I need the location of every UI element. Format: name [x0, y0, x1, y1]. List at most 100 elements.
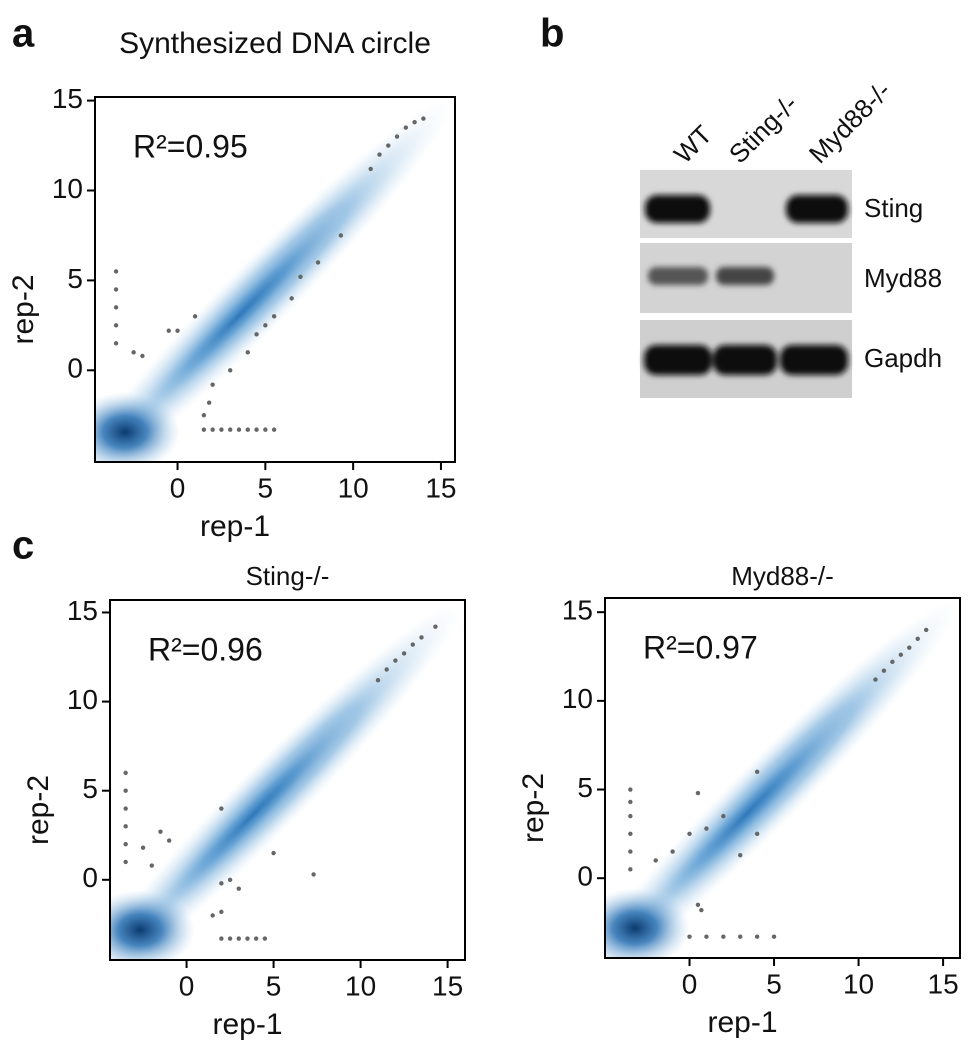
blot-band	[716, 267, 774, 285]
point	[628, 813, 633, 819]
point	[262, 936, 268, 941]
x-tick-label: 15	[432, 970, 463, 1001]
blot-band	[644, 345, 712, 375]
density-blob	[605, 888, 690, 958]
chart: 0 5 10 15 0 5 10 15 Sting-/- R²=0.96 rep-1 rep-2	[22, 561, 466, 1041]
point	[227, 877, 233, 883]
point	[113, 305, 119, 310]
y-tick-label: 15	[67, 595, 98, 626]
point	[670, 849, 675, 854]
point	[394, 134, 400, 139]
point	[873, 677, 878, 682]
point	[271, 314, 277, 319]
point	[754, 769, 760, 774]
point	[915, 636, 920, 641]
point	[298, 274, 303, 280]
x-tick-label: 10	[338, 472, 369, 503]
point	[263, 427, 268, 432]
point	[628, 799, 633, 805]
point	[699, 907, 704, 913]
point	[386, 143, 391, 148]
point	[687, 831, 692, 837]
point	[628, 787, 633, 792]
point	[687, 934, 692, 939]
point	[236, 427, 242, 432]
point	[113, 269, 119, 274]
point	[140, 845, 146, 850]
point	[923, 627, 929, 633]
point	[201, 413, 207, 418]
point	[158, 829, 163, 834]
point	[219, 936, 224, 941]
point	[263, 323, 268, 328]
point	[210, 427, 215, 432]
point	[628, 849, 633, 854]
point	[368, 166, 373, 172]
density	[110, 601, 464, 960]
point	[393, 658, 398, 663]
point	[377, 152, 382, 157]
row-label: Myd88	[864, 263, 942, 293]
point	[375, 677, 381, 683]
point	[123, 841, 128, 847]
panel-label: b	[540, 12, 564, 56]
point	[653, 858, 658, 863]
point	[253, 936, 259, 941]
point	[754, 934, 760, 939]
point	[219, 427, 224, 432]
x-tick-label: 10	[843, 968, 874, 999]
chart-title: Myd88-/-	[731, 561, 834, 591]
point	[738, 934, 743, 939]
point	[412, 119, 417, 125]
point	[123, 806, 128, 811]
point	[123, 824, 128, 829]
blot-band	[645, 195, 710, 223]
point	[123, 770, 128, 776]
point	[271, 850, 276, 856]
point	[192, 314, 198, 319]
y-tick-label: 10	[52, 173, 83, 204]
point	[113, 287, 119, 292]
plot-frame	[604, 597, 961, 959]
point	[210, 913, 215, 918]
point	[175, 328, 180, 333]
point	[421, 116, 426, 121]
point	[227, 936, 233, 941]
point	[289, 296, 294, 301]
x-axis-label: rep-1	[200, 510, 270, 543]
density-band	[143, 706, 360, 926]
western-blot: WT Sting-/- Myd88-/- Sting Myd88 Gapdh	[640, 75, 942, 398]
row-label: Gapdh	[864, 343, 942, 373]
point	[419, 635, 424, 640]
y-tick-label: 5	[67, 263, 83, 294]
lane-label: WT	[668, 119, 718, 169]
y-tick-label: 10	[562, 683, 593, 714]
point	[166, 838, 172, 843]
point	[721, 934, 726, 939]
point	[236, 936, 241, 941]
x-tick-label: 15	[425, 472, 456, 503]
point	[704, 934, 709, 939]
point	[433, 624, 438, 629]
y-axis-label: rep-2	[7, 274, 40, 344]
point	[907, 645, 912, 650]
point	[228, 427, 233, 432]
density	[605, 599, 959, 958]
density-band	[638, 704, 855, 924]
density	[95, 97, 454, 462]
point	[228, 368, 233, 373]
blot-band	[648, 267, 708, 285]
point	[628, 831, 633, 837]
point	[628, 867, 633, 872]
point	[403, 125, 409, 130]
point	[890, 659, 895, 665]
x-axis-label: rep-1	[212, 1008, 282, 1041]
point	[123, 788, 128, 793]
lane-label: Myd88-/-	[803, 75, 897, 169]
point	[210, 382, 215, 387]
blot-band	[780, 345, 848, 375]
y-tick-label: 0	[577, 861, 593, 892]
y-tick-label: 5	[82, 773, 98, 804]
point	[315, 260, 321, 265]
y-tick-label: 5	[577, 772, 593, 803]
